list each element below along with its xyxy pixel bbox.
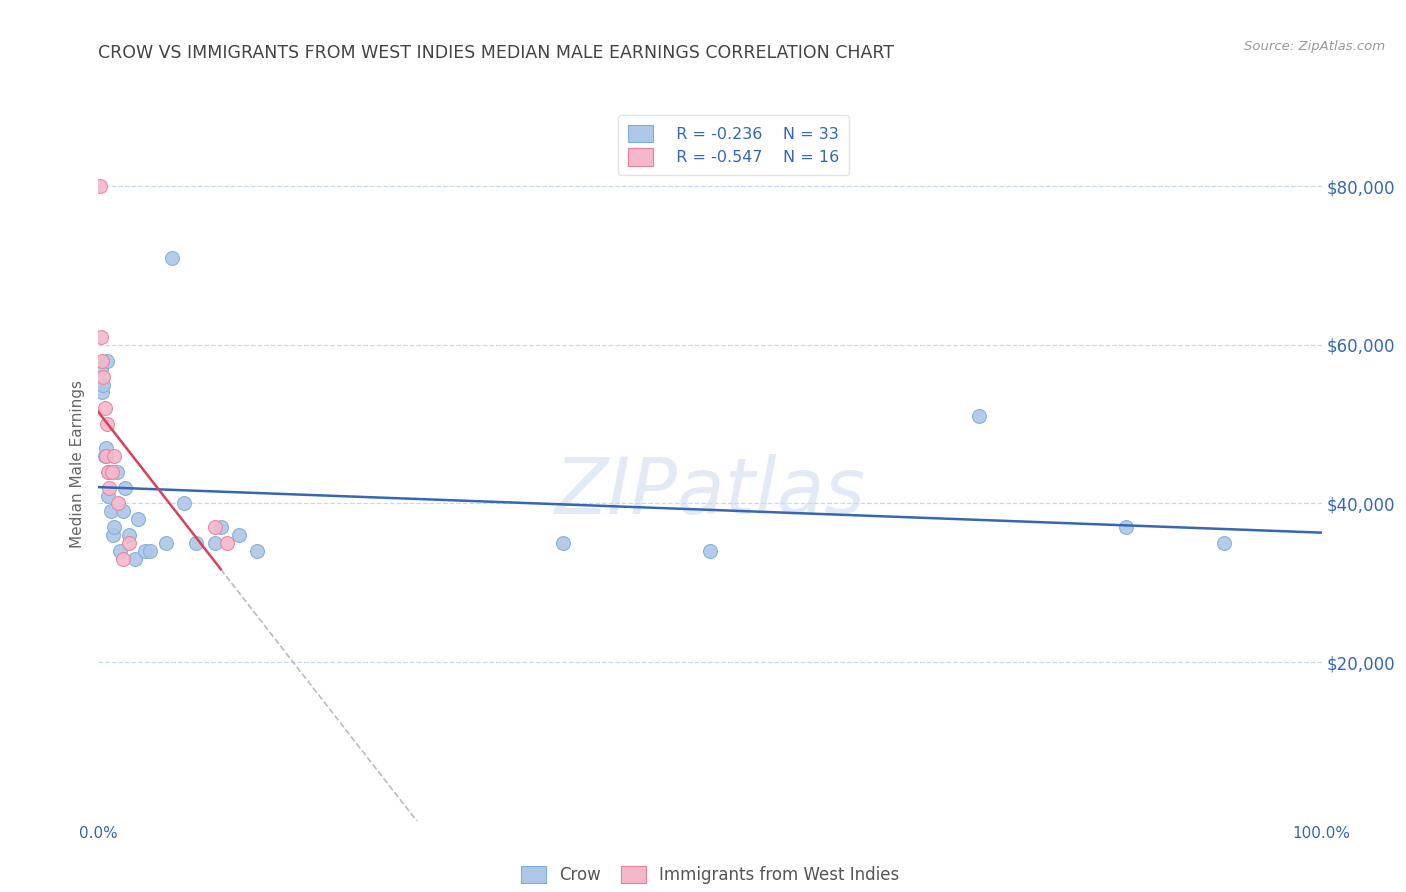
Crow bbox=[553, 536, 575, 550]
Legend: Crow, Immigrants from West Indies: Crow, Immigrants from West Indies bbox=[515, 859, 905, 891]
Immigrants from West Indies bbox=[91, 353, 114, 368]
Crow bbox=[1115, 520, 1137, 534]
Immigrants from West Indies bbox=[107, 496, 129, 510]
Immigrants from West Indies bbox=[93, 401, 115, 416]
Crow bbox=[173, 496, 195, 510]
Crow bbox=[160, 251, 183, 265]
Immigrants from West Indies bbox=[89, 179, 111, 194]
Crow bbox=[105, 465, 128, 479]
Crow bbox=[90, 361, 112, 376]
Crow bbox=[1212, 536, 1234, 550]
Crow bbox=[100, 504, 122, 518]
Crow bbox=[699, 544, 721, 558]
Crow bbox=[228, 528, 250, 542]
Immigrants from West Indies bbox=[101, 465, 124, 479]
Immigrants from West Indies bbox=[90, 330, 112, 344]
Crow bbox=[134, 544, 156, 558]
Immigrants from West Indies bbox=[118, 536, 141, 550]
Crow bbox=[91, 377, 114, 392]
Crow bbox=[94, 441, 117, 455]
Text: Source: ZipAtlas.com: Source: ZipAtlas.com bbox=[1244, 40, 1385, 54]
Crow bbox=[204, 536, 226, 550]
Crow bbox=[93, 449, 115, 463]
Crow bbox=[246, 544, 269, 558]
Immigrants from West Indies bbox=[97, 465, 120, 479]
Immigrants from West Indies bbox=[96, 417, 118, 432]
Crow bbox=[967, 409, 990, 424]
Crow bbox=[91, 385, 114, 400]
Crow bbox=[209, 520, 232, 534]
Crow bbox=[111, 504, 134, 518]
Immigrants from West Indies bbox=[98, 481, 121, 495]
Crow bbox=[127, 512, 149, 526]
Crow bbox=[97, 489, 120, 503]
Crow bbox=[98, 465, 121, 479]
Crow bbox=[96, 353, 118, 368]
Crow bbox=[186, 536, 208, 550]
Crow bbox=[118, 528, 141, 542]
Y-axis label: Median Male Earnings: Median Male Earnings bbox=[70, 380, 86, 548]
Text: ZIPatlas: ZIPatlas bbox=[554, 454, 866, 531]
Crow bbox=[155, 536, 177, 550]
Immigrants from West Indies bbox=[91, 369, 114, 384]
Crow bbox=[103, 520, 125, 534]
Crow bbox=[114, 481, 136, 495]
Immigrants from West Indies bbox=[215, 536, 238, 550]
Crow bbox=[139, 544, 162, 558]
Immigrants from West Indies bbox=[94, 449, 117, 463]
Text: CROW VS IMMIGRANTS FROM WEST INDIES MEDIAN MALE EARNINGS CORRELATION CHART: CROW VS IMMIGRANTS FROM WEST INDIES MEDI… bbox=[98, 45, 894, 62]
Crow bbox=[101, 528, 124, 542]
Immigrants from West Indies bbox=[111, 552, 134, 566]
Immigrants from West Indies bbox=[103, 449, 125, 463]
Immigrants from West Indies bbox=[204, 520, 226, 534]
Crow bbox=[124, 552, 146, 566]
Crow bbox=[110, 544, 132, 558]
